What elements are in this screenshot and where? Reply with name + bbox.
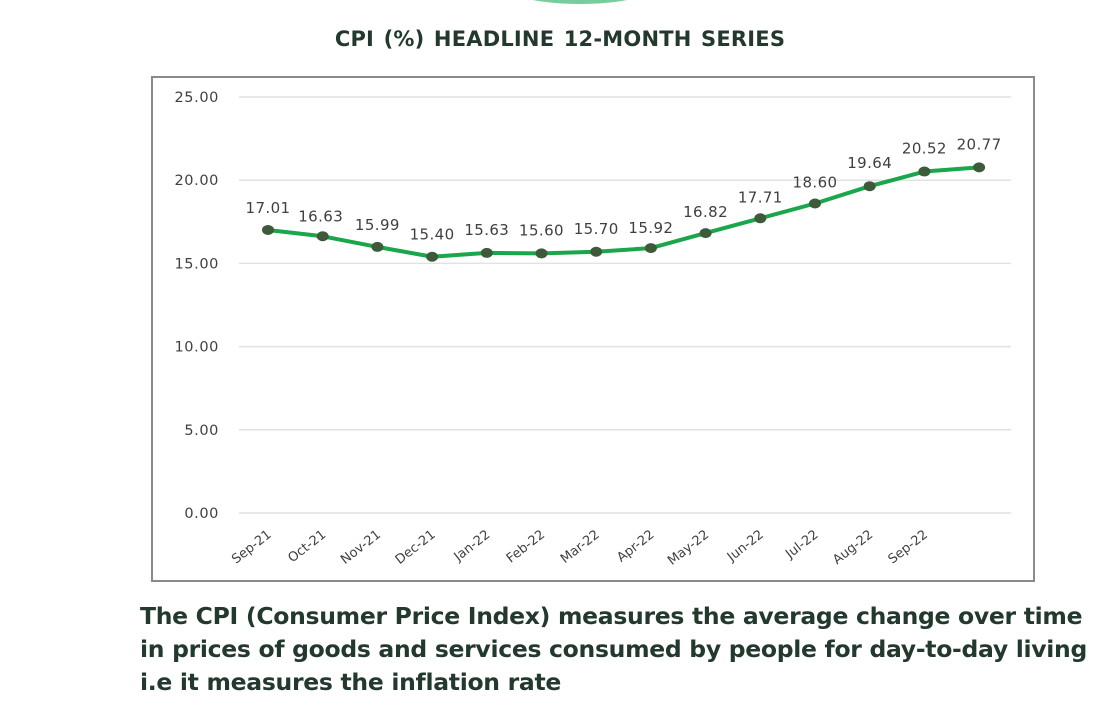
data-label: 18.60 — [793, 173, 838, 191]
line-chart: 0.00 5.00 10.00 15.00 20.00 25.00 Sep-21 Oct-2… — [174, 90, 1011, 569]
data-point — [480, 247, 493, 258]
data-point — [535, 248, 548, 259]
data-label: 16.63 — [298, 207, 343, 225]
data-point — [426, 251, 439, 262]
data-label: 16.82 — [683, 203, 728, 221]
x-tick-label: Sep-22 — [886, 527, 931, 567]
data-label: 20.77 — [957, 135, 1002, 153]
y-tick-label: 0.00 — [184, 506, 219, 522]
data-point — [754, 213, 767, 224]
data-point — [644, 243, 657, 254]
x-tick-label: May-22 — [665, 527, 712, 568]
data-point — [973, 162, 986, 173]
data-label: 15.63 — [464, 221, 509, 239]
x-axis-ticks: Sep-21 Oct-21 Nov-21 Dec-21 Jan-22 Feb-22 Mar-… — [229, 527, 931, 568]
data-label: 17.01 — [246, 199, 291, 217]
x-tick-label: Dec-21 — [393, 527, 439, 567]
chart-title: CPI (%) HEADLINE 12-MONTH SERIES — [334, 27, 786, 51]
data-point — [863, 181, 876, 192]
x-tick-label: Sep-21 — [229, 527, 274, 567]
data-labels: 17.01 16.63 15.99 15.40 15.63 15.60 15.70 15.92… — [246, 135, 1002, 243]
y-tick-label: 20.00 — [174, 173, 219, 189]
series-line — [266, 165, 982, 259]
data-point — [699, 228, 712, 239]
x-tick-label: Jun-22 — [724, 527, 767, 565]
gridlines — [239, 96, 1011, 514]
x-tick-label: Nov-21 — [338, 527, 384, 567]
y-tick-label: 5.00 — [184, 423, 219, 439]
data-label: 19.64 — [847, 154, 892, 172]
y-tick-label: 15.00 — [174, 256, 219, 272]
data-point — [262, 224, 274, 235]
chart-area: 0.00 5.00 10.00 15.00 20.00 25.00 Sep-21 Oct-2… — [151, 76, 1035, 582]
data-label: 15.40 — [410, 226, 455, 244]
x-tick-label: Aug-22 — [830, 527, 876, 568]
data-point — [316, 231, 329, 242]
x-tick-label: Feb-22 — [504, 527, 548, 566]
x-tick-label: Jul-22 — [782, 527, 821, 562]
data-point — [809, 198, 821, 209]
decorative-arc — [505, 0, 655, 4]
y-tick-label: 25.00 — [174, 90, 219, 106]
data-label: 15.99 — [355, 216, 400, 234]
x-tick-label: Oct-21 — [285, 527, 329, 566]
data-point — [590, 246, 603, 257]
x-tick-label: Jan-22 — [451, 527, 494, 565]
y-tick-label: 10.00 — [174, 340, 219, 356]
data-point — [371, 241, 384, 252]
series-markers — [262, 162, 986, 262]
cpi-description: The CPI (Consumer Price Index) measures … — [140, 602, 1088, 696]
data-label: 20.52 — [902, 140, 947, 158]
data-label: 15.60 — [519, 221, 564, 239]
x-tick-label: Apr-22 — [614, 527, 657, 565]
x-tick-label: Mar-22 — [558, 527, 603, 566]
cpi-line — [266, 165, 982, 259]
y-axis-ticks: 0.00 5.00 10.00 15.00 20.00 25.00 — [174, 90, 219, 522]
data-label: 15.92 — [628, 219, 673, 237]
data-label: 15.70 — [574, 220, 619, 238]
data-point — [918, 166, 931, 177]
data-label: 17.71 — [738, 188, 783, 206]
